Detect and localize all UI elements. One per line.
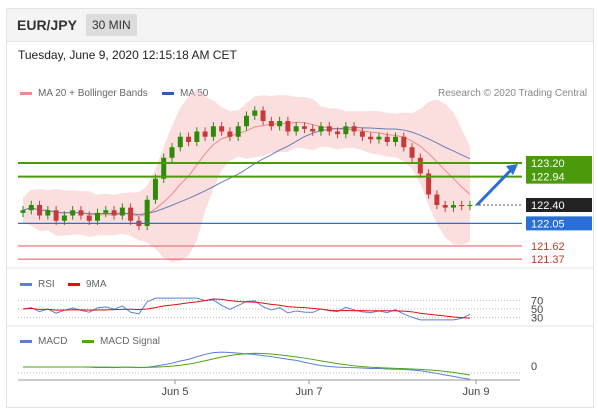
rsi-level-label: 50 bbox=[531, 304, 543, 316]
candle bbox=[95, 212, 100, 221]
timeframe-badge[interactable]: 30 MIN bbox=[86, 14, 137, 36]
candle bbox=[426, 173, 432, 195]
legend-macd-swatch bbox=[20, 339, 32, 343]
candle bbox=[70, 210, 76, 216]
legend-9ma-label: 9MA bbox=[86, 279, 107, 290]
candle bbox=[268, 121, 274, 127]
legend-rsi-label: RSI bbox=[38, 279, 55, 290]
candle bbox=[219, 126, 225, 132]
candle bbox=[401, 136, 407, 148]
x-tick-label: Jun 5 bbox=[162, 386, 189, 398]
rsi-level-label: 30 bbox=[531, 313, 543, 325]
candle bbox=[45, 210, 51, 216]
candle bbox=[393, 136, 398, 142]
candle bbox=[227, 131, 233, 137]
candle bbox=[78, 210, 84, 216]
candle bbox=[210, 126, 216, 137]
candle bbox=[343, 126, 349, 135]
candle bbox=[409, 147, 415, 158]
candle bbox=[450, 205, 456, 208]
pair-title: EUR/JPY bbox=[17, 17, 77, 33]
chart-date: Tuesday, June 9, 2020 12:15:18 AM CET bbox=[18, 48, 237, 62]
candle bbox=[285, 121, 291, 132]
level-label-123.20: 123.20 bbox=[531, 158, 565, 170]
candle bbox=[152, 178, 158, 200]
level-label-121.37: 121.37 bbox=[531, 254, 565, 266]
forecast-arrow-head bbox=[506, 164, 518, 175]
candle bbox=[20, 210, 26, 213]
candle bbox=[277, 121, 283, 127]
level-label-122.05: 122.05 bbox=[531, 218, 565, 230]
last-price-label: 122.40 bbox=[531, 200, 565, 212]
candle bbox=[194, 131, 200, 142]
candle bbox=[161, 157, 167, 179]
rsi-level-label: 70 bbox=[531, 295, 543, 307]
legend-ma-bb-label: MA 20 + Bollinger Bands bbox=[38, 88, 148, 99]
candle bbox=[318, 126, 324, 132]
bollinger-band bbox=[23, 89, 470, 263]
level-tag-122.94 bbox=[526, 169, 592, 184]
candle bbox=[103, 210, 109, 213]
x-tick-label: Jun 7 bbox=[296, 386, 323, 398]
candle bbox=[384, 136, 390, 142]
legend-rsi-swatch bbox=[20, 282, 32, 286]
candle bbox=[335, 131, 341, 135]
macd-line bbox=[23, 351, 471, 380]
candle bbox=[86, 215, 92, 221]
candle bbox=[326, 126, 332, 132]
level-label-122.94: 122.94 bbox=[531, 172, 565, 184]
candle bbox=[177, 136, 183, 148]
legend-macd: MACD bbox=[20, 336, 67, 347]
candle bbox=[28, 205, 34, 211]
candle bbox=[293, 126, 299, 132]
candle bbox=[368, 136, 374, 140]
legend-macd-signal-label: MACD Signal bbox=[100, 336, 161, 347]
chart-header: EUR/JPY 30 MIN bbox=[6, 8, 594, 42]
level-label-121.62: 121.62 bbox=[531, 241, 565, 253]
legend-macd-signal: MACD Signal bbox=[82, 336, 160, 347]
candle bbox=[260, 110, 266, 121]
candle bbox=[244, 115, 249, 127]
candle bbox=[202, 131, 208, 137]
legend-macd-signal-swatch bbox=[82, 339, 94, 343]
candle bbox=[351, 126, 357, 132]
legend-macd-label: MACD bbox=[38, 336, 68, 347]
candle bbox=[359, 131, 365, 137]
candle bbox=[442, 205, 448, 208]
legend-9ma: 9MA bbox=[68, 279, 107, 290]
candle bbox=[144, 199, 150, 226]
legend-ma-bb-swatch bbox=[20, 91, 32, 95]
legend-9ma-swatch bbox=[68, 282, 80, 286]
macd-signal-line bbox=[23, 352, 471, 376]
level-tag-122.05 bbox=[526, 216, 592, 231]
rsi-ma-line bbox=[22, 298, 471, 319]
legend-ma50-swatch bbox=[162, 91, 174, 95]
x-tick-label: Jun 9 bbox=[463, 386, 490, 398]
candle bbox=[376, 136, 382, 140]
candle bbox=[61, 215, 67, 221]
candle bbox=[235, 126, 241, 137]
candle bbox=[186, 136, 192, 142]
candle bbox=[119, 207, 125, 216]
candle bbox=[252, 110, 258, 116]
candle bbox=[37, 205, 43, 216]
macd-zero-label: 0 bbox=[531, 361, 537, 373]
candle bbox=[434, 194, 440, 205]
legend-rsi: RSI bbox=[20, 279, 55, 290]
forecast-arrow-shaft bbox=[475, 167, 514, 207]
candle bbox=[111, 210, 117, 216]
candle bbox=[459, 205, 465, 207]
last-price-tag bbox=[526, 198, 592, 212]
candle bbox=[467, 205, 473, 207]
level-tag-123.20 bbox=[526, 156, 592, 170]
credit-text: Research © 2020 Trading Central bbox=[438, 88, 588, 99]
candle bbox=[301, 126, 307, 129]
candle bbox=[169, 147, 175, 158]
candle bbox=[53, 210, 59, 221]
candle bbox=[417, 157, 423, 174]
legend-ma-bb: MA 20 + Bollinger Bands bbox=[20, 88, 148, 99]
candle bbox=[128, 207, 134, 221]
candle bbox=[310, 128, 316, 132]
